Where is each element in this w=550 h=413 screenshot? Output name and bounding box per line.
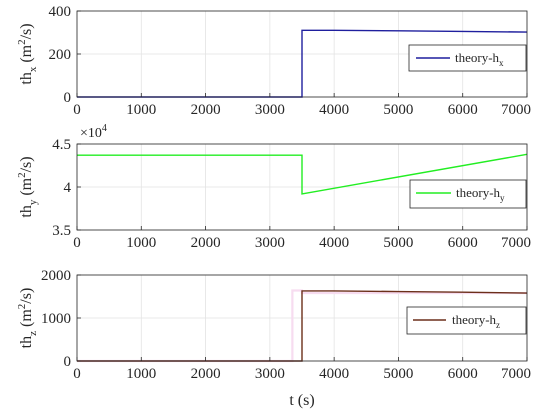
xtick-label-y-7: 7000 <box>501 235 531 251</box>
xticks-x: 0 1000 2000 3000 4000 5000 6000 7000 <box>73 93 531 118</box>
ylabel-z-sub: z <box>27 331 39 336</box>
xtick-label-y-5: 5000 <box>383 235 413 251</box>
legend-label-x-base: theory-h <box>455 50 500 65</box>
xtick-label-z-6: 6000 <box>448 366 478 382</box>
ytick-label-y-0: 3.5 <box>52 223 71 239</box>
legend-box-y <box>409 179 527 209</box>
ylabel-z-close: /s) <box>18 288 35 304</box>
xtick-label-z-2: 2000 <box>191 366 221 382</box>
ylabel-x: thx (m2/s) <box>16 23 39 84</box>
legend-label-x-sub: x <box>499 58 504 68</box>
ytick-label-x-1: 200 <box>49 47 72 63</box>
legend-label-y: theory-hy <box>456 185 505 203</box>
xtick-label-y-3: 3000 <box>255 235 285 251</box>
legend-label-y-sub: y <box>500 193 505 203</box>
ytick-label-z-0: 0 <box>64 354 72 370</box>
xtick-label-z-4: 4000 <box>319 366 349 382</box>
series-line-y-0 <box>77 153 528 195</box>
xtick-label-z-7: 7000 <box>501 366 531 382</box>
xtick-label-x-3: 3000 <box>255 102 285 118</box>
ylabel-z-sup: 2 <box>16 304 28 310</box>
ylabel-x-open: (m <box>18 44 35 66</box>
yticks-x: 0 200 400 <box>49 4 81 106</box>
legend-label-z-sub: z <box>496 320 500 330</box>
ytick-label-y-2: 4.5 <box>52 137 71 153</box>
xtick-label-y-0: 0 <box>73 235 81 251</box>
exponent-label-y-base: ×10 <box>80 126 102 141</box>
xtick-label-z-0: 0 <box>73 366 81 382</box>
panel-y: 3.5 4 4.5 0 1000 2000 3000 4000 5000 6000 7000 ×1… <box>16 123 531 251</box>
ylabel-y-base: th <box>18 205 35 217</box>
legend-label-x: theory-hx <box>455 50 504 68</box>
xtick-label-y-1: 1000 <box>126 235 156 251</box>
ytick-label-z-1: 1000 <box>41 311 71 327</box>
yticks-z: 0 1000 2000 <box>41 268 81 370</box>
legend-label-y-base: theory-h <box>456 185 501 200</box>
xtick-label-x-1: 1000 <box>126 102 156 118</box>
xtick-label-y-4: 4000 <box>319 235 349 251</box>
xtick-label-x-2: 2000 <box>191 102 221 118</box>
xtick-label-x-0: 0 <box>73 102 81 118</box>
xtick-label-z-1: 1000 <box>126 366 156 382</box>
ytick-label-x-2: 400 <box>49 4 72 20</box>
ylabel-x-sup: 2 <box>16 39 28 45</box>
yticks-y: 3.5 4 4.5 <box>52 137 81 239</box>
exponent-label-y: ×104 <box>80 123 107 141</box>
ylabel-z-open: (m <box>18 309 35 331</box>
legend-label-z: theory-hz <box>452 312 500 330</box>
xtick-label-x-6: 6000 <box>448 102 478 118</box>
xtick-label-x-5: 5000 <box>383 102 413 118</box>
ylabel-z: thz (m2/s) <box>16 288 39 349</box>
xtick-label-x-7: 7000 <box>501 102 531 118</box>
xtick-label-z-5: 5000 <box>383 366 413 382</box>
xticks-y: 0 1000 2000 3000 4000 5000 6000 7000 <box>73 226 531 251</box>
legend-y: theory-hy <box>409 179 527 209</box>
xlabel-z: t (s) <box>289 392 314 409</box>
ylabel-y: thy (m2/s) <box>16 156 39 217</box>
xtick-label-y-6: 6000 <box>448 235 478 251</box>
ylabel-x-sub: x <box>27 66 39 72</box>
xticks-z: 0 1000 2000 3000 4000 5000 6000 7000 <box>73 357 531 382</box>
panel-x: 0 200 400 0 1000 2000 3000 4000 5000 6000 7000 th… <box>16 4 531 118</box>
ylabel-y-sub: y <box>27 199 39 205</box>
series-y <box>77 153 528 195</box>
ylabel-y-sup: 2 <box>16 172 28 178</box>
ytick-label-y-1: 4 <box>64 180 72 196</box>
ylabel-x-base: th <box>18 72 35 84</box>
ylabel-z-base: th <box>18 336 35 348</box>
legend-x: theory-hx <box>408 44 527 72</box>
xtick-label-z-3: 3000 <box>255 366 285 382</box>
xtick-label-y-2: 2000 <box>191 235 221 251</box>
exponent-label-y-sup: 4 <box>102 123 107 134</box>
ylabel-y-close: /s) <box>18 156 35 172</box>
ylabel-y-open: (m <box>18 177 35 199</box>
legend-z: theory-hz <box>406 306 527 335</box>
ytick-label-z-2: 2000 <box>41 268 71 284</box>
xtick-label-x-4: 4000 <box>319 102 349 118</box>
ylabel-x-close: /s) <box>18 23 35 39</box>
ytick-label-x-0: 0 <box>64 90 72 106</box>
legend-label-z-base: theory-h <box>452 312 497 327</box>
